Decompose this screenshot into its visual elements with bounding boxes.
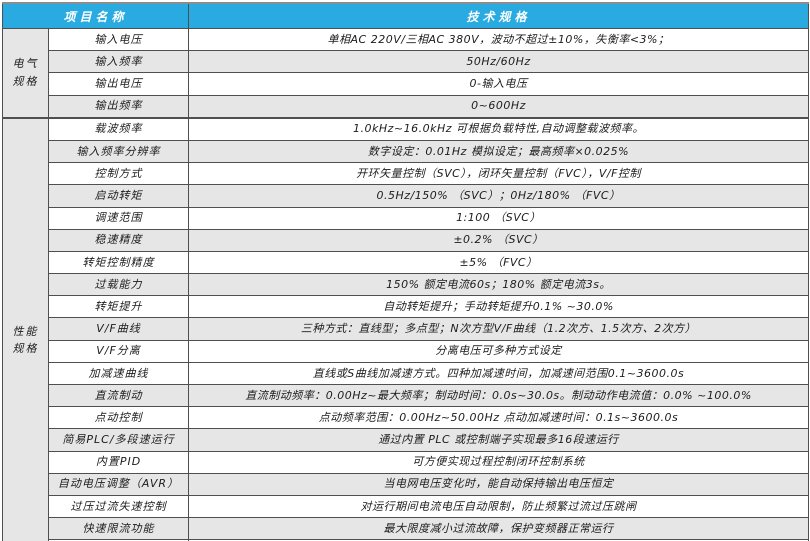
spec-value: 可方便实现过程控制闭环控制系统 — [188, 450, 810, 474]
spec-value: 通过内置 PLC 或控制端子实现最多16段速运行 — [188, 428, 810, 452]
spec-item-label: 过载能力 — [47, 273, 190, 297]
table-row: 内置PID 可方便实现过程控制闭环控制系统 — [3, 450, 810, 474]
table-row: 快速限流功能 最大限度减小过流故障，保护变频器正常运行 — [3, 517, 810, 541]
spec-value: 分离电压可多种方式设定 — [188, 339, 810, 363]
spec-item-label: 载波频率 — [47, 116, 190, 141]
spec-item-label: 加减速曲线 — [47, 361, 190, 386]
spec-item-label: 快速限流功能 — [47, 517, 190, 541]
spec-item-label: 稳速精度 — [47, 228, 190, 252]
spec-item-label: 输入频率 — [47, 50, 190, 74]
spec-value: 当电网电压变化时，能自动保持输出电压恒定 — [188, 472, 810, 496]
table-row: 输出电压 0-输入电压 — [3, 72, 810, 96]
spec-value: 1:100 （SVC） — [188, 206, 810, 230]
spec-value: 开环矢量控制（SVC），闭环矢量控制（FVC），V/F控制 — [188, 162, 810, 186]
spec-table-header: 项目名称 技术规格 — [1, 2, 810, 29]
spec-value: “挖土机”特性，对运行期间转矩自动限制，防止频繁过流跳闸；闭环矢量模式可实现转矩… — [188, 539, 810, 541]
table-row: 性能规格 载波频率 1.0kHz~16.0kHz 可根据负载特性,自动调整载波频率。 — [2, 116, 810, 541]
spec-value: 0.5Hz/150% （SVC）；0Hz/180% （FVC） — [188, 184, 810, 208]
table-row: 输出频率 0~600Hz — [3, 94, 810, 119]
spec-item-label: 输出电压 — [47, 72, 190, 96]
table-row: 点动控制 点动频率范围：0.00Hz~50.00Hz 点动加减速时间：0.1s~3… — [3, 406, 810, 430]
spec-item-label: 输出频率 — [47, 94, 190, 119]
spec-item-label: 直流制动 — [47, 383, 190, 408]
spec-value: 点动频率范围：0.00Hz~50.00Hz 点动加减速时间：0.1s~3600.… — [188, 406, 810, 430]
spec-item-label: 内置PID — [47, 450, 190, 474]
spec-value: 最大限度减小过流故障，保护变频器正常运行 — [188, 517, 810, 541]
spec-item-label: 转矩限定与控制 — [47, 539, 190, 541]
spec-item-label: 过压过流失速控制 — [47, 494, 190, 519]
spec-item-label: 简易PLC/多段速运行 — [47, 428, 190, 452]
table-row: 转矩提升 自动转矩提升；手动转矩提升0.1% ~30.0% — [3, 295, 810, 319]
group-label: 电气规格 — [2, 27, 49, 119]
spec-value: 0~600Hz — [188, 94, 810, 119]
spec-value: 三种方式：直线型；多点型；N次方型V/F曲线（1.2次方、1.5次方、2次方） — [188, 317, 810, 341]
header-tech-spec: 技术规格 — [188, 2, 810, 29]
spec-value: 单相AC 220V/三相AC 380V，波动不超过±10%，失衡率<3%； — [188, 27, 810, 52]
spec-value: 直线或S曲线加减速方式。四种加减速时间，加减速间范围0.1~3600.0s — [188, 361, 810, 386]
table-row: 转矩限定与控制“挖土机”特性，对运行期间转矩自动限制，防止频繁过流跳闸；闭环矢量… — [3, 539, 810, 541]
spec-table-body: 电气规格 输入电压 单相AC 220V/三相AC 380V，波动不超过±10%，失衡… — [2, 27, 810, 541]
spec-value: ±5% （FVC） — [188, 250, 810, 275]
table-row: 输入频率 50Hz/60Hz — [3, 50, 810, 74]
table-row: 过压过流失速控制 对运行期间电流电压自动限制，防止频繁过流过压跳闸 — [3, 494, 810, 519]
table-row: V/F曲线 三种方式：直线型；多点型；N次方型V/F曲线（1.2次方、1.5次方、… — [3, 317, 810, 341]
spec-item-label: V/F曲线 — [47, 317, 190, 341]
spec-value: 数字设定：0.01Hz 模拟设定；最高频率×0.025% — [188, 139, 810, 164]
table-row: 启动转矩 0.5Hz/150% （SVC）；0Hz/180% （FVC） — [3, 184, 810, 208]
spec-item-label: 控制方式 — [47, 162, 190, 186]
spec-item-label: 调速范围 — [47, 206, 190, 230]
table-row: 简易PLC/多段速运行 通过内置 PLC 或控制端子实现最多16段速运行 — [3, 428, 810, 452]
spec-item-label: 转矩控制精度 — [47, 250, 190, 275]
table-row: 自动电压调整（AVR） 当电网电压变化时，能自动保持输出电压恒定 — [3, 472, 810, 496]
table-row: 调速范围 1:100 （SVC） — [3, 206, 810, 230]
header-row: 项目名称 技术规格 — [1, 2, 810, 29]
table-row: 直流制动 直流制动频率：0.00Hz~最大频率；制动时间：0.0s~30.0s。制… — [3, 383, 810, 408]
table-row: V/F分离 分离电压可多种方式设定 — [3, 339, 810, 363]
table-row: 控制方式 开环矢量控制（SVC），闭环矢量控制（FVC），V/F控制 — [3, 162, 810, 186]
group-label: 性能规格 — [2, 116, 49, 541]
spec-value: 0-输入电压 — [188, 72, 810, 96]
spec-value: 自动转矩提升；手动转矩提升0.1% ~30.0% — [188, 295, 810, 319]
table-row: 电气规格 输入电压 单相AC 220V/三相AC 380V，波动不超过±10%，失衡… — [2, 27, 810, 119]
table-row: 稳速精度 ±0.2% （SVC） — [3, 228, 810, 252]
spec-item-label: V/F分离 — [47, 339, 190, 363]
spec-value: ±0.2% （SVC） — [188, 228, 810, 252]
table-row: 输入频率分辨率 数字设定：0.01Hz 模拟设定；最高频率×0.025% — [3, 139, 810, 164]
spec-item-label: 转矩提升 — [47, 295, 190, 319]
spec-item-label: 点动控制 — [47, 406, 190, 430]
spec-value: 对运行期间电流电压自动限制，防止频繁过流过压跳闸 — [188, 494, 810, 519]
table-row: 转矩控制精度 ±5% （FVC） — [3, 250, 810, 275]
spec-value: 直流制动频率：0.00Hz~最大频率；制动时间：0.0s~30.0s。制动动作电… — [188, 383, 810, 408]
spec-item-label: 自动电压调整（AVR） — [47, 472, 190, 496]
table-row: 加减速曲线 直线或S曲线加减速方式。四种加减速时间，加减速间范围0.1~3600.… — [3, 361, 810, 386]
header-item-name: 项目名称 — [1, 2, 190, 29]
spec-item-label: 输入频率分辨率 — [47, 139, 190, 164]
spec-value: 50Hz/60Hz — [188, 50, 810, 74]
spec-value: 150% 额定电流60s；180% 额定电流3s。 — [188, 273, 810, 297]
spec-item-label: 输入电压 — [47, 27, 190, 52]
spec-item-label: 启动转矩 — [47, 184, 190, 208]
table-row: 过载能力 150% 额定电流60s；180% 额定电流3s。 — [3, 273, 810, 297]
spec-value: 1.0kHz~16.0kHz 可根据负载特性,自动调整载波频率。 — [188, 116, 810, 141]
